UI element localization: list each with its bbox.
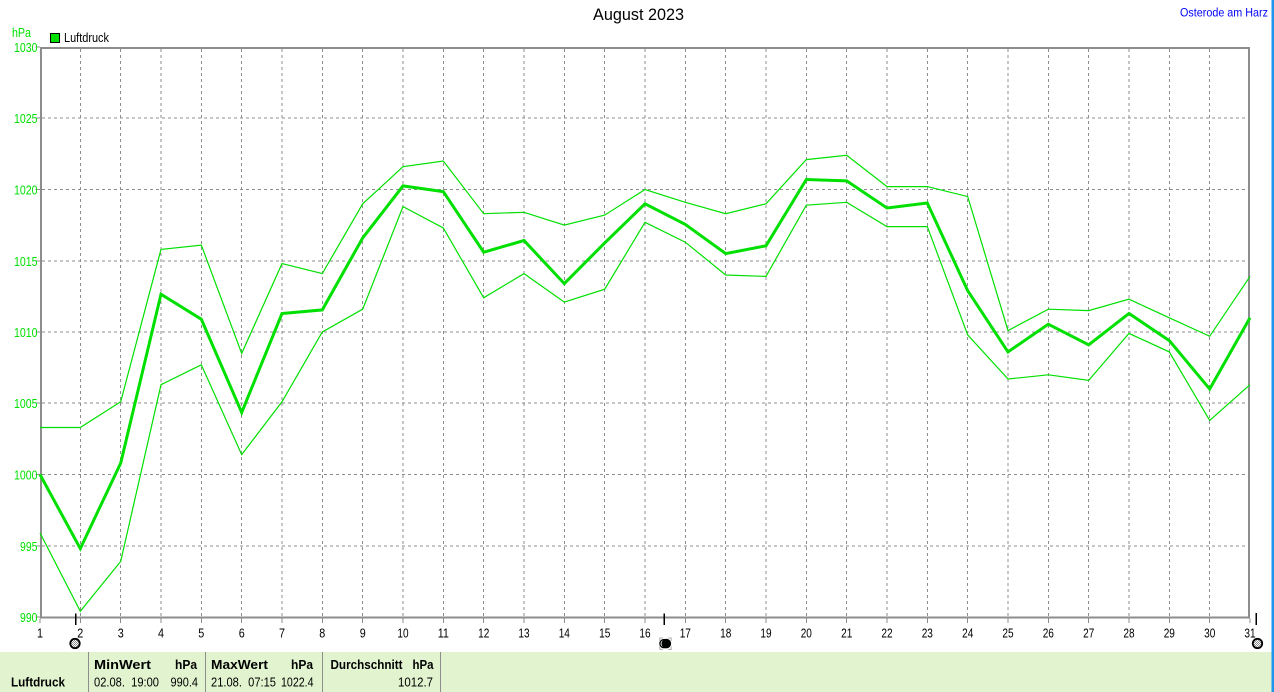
svg-text:24: 24	[962, 626, 973, 641]
svg-text:hPa: hPa	[413, 657, 435, 672]
svg-text:19: 19	[760, 626, 771, 641]
svg-text:5: 5	[198, 626, 204, 641]
svg-text:26: 26	[1043, 626, 1054, 641]
svg-text:MinWert: MinWert	[94, 657, 152, 672]
svg-text:11: 11	[438, 626, 449, 641]
svg-text:02.08. 19:00: 02.08. 19:00	[94, 675, 159, 690]
svg-text:18: 18	[720, 626, 731, 641]
svg-text:12: 12	[478, 626, 489, 641]
svg-text:28: 28	[1123, 626, 1134, 641]
svg-text:1030: 1030	[14, 40, 38, 55]
svg-text:1022.4: 1022.4	[281, 675, 314, 690]
svg-text:16: 16	[639, 626, 650, 641]
svg-text:Luftdruck: Luftdruck	[64, 30, 109, 45]
svg-text:995: 995	[20, 539, 38, 554]
svg-text:21: 21	[841, 626, 852, 641]
svg-text:August 2023: August 2023	[593, 6, 684, 24]
svg-text:1025: 1025	[14, 111, 38, 126]
svg-text:9: 9	[360, 626, 366, 641]
svg-text:7: 7	[279, 626, 285, 641]
svg-text:990: 990	[20, 610, 38, 625]
svg-text:14: 14	[559, 626, 570, 641]
svg-text:10: 10	[397, 626, 408, 641]
svg-text:hPa: hPa	[12, 25, 32, 40]
svg-text:1000: 1000	[14, 468, 38, 483]
svg-text:hPa: hPa	[291, 657, 314, 672]
svg-text:3: 3	[118, 626, 124, 641]
svg-text:29: 29	[1164, 626, 1175, 641]
svg-text:2: 2	[77, 626, 83, 641]
svg-text:21.08. 07:15: 21.08. 07:15	[211, 675, 276, 690]
svg-text:Luftdruck: Luftdruck	[11, 675, 66, 690]
svg-text:25: 25	[1002, 626, 1013, 641]
svg-text:990.4: 990.4	[171, 675, 199, 690]
svg-text:31: 31	[1244, 626, 1255, 641]
svg-text:22: 22	[881, 626, 892, 641]
svg-text:Durchschnitt: Durchschnitt	[331, 657, 404, 672]
svg-text:hPa: hPa	[175, 657, 198, 672]
svg-text:17: 17	[680, 626, 691, 641]
svg-text:27: 27	[1083, 626, 1094, 641]
svg-text:1020: 1020	[14, 183, 38, 198]
svg-text:1: 1	[37, 626, 43, 641]
svg-text:13: 13	[518, 626, 529, 641]
svg-text:15: 15	[599, 626, 610, 641]
svg-text:Osterode am Harz: Osterode am Harz	[1180, 6, 1268, 20]
svg-text:30: 30	[1204, 626, 1215, 641]
svg-text:20: 20	[801, 626, 812, 641]
svg-text:1005: 1005	[14, 396, 38, 411]
svg-text:1012.7: 1012.7	[398, 675, 433, 690]
svg-text:1015: 1015	[14, 254, 38, 269]
svg-text:1010: 1010	[14, 325, 38, 340]
svg-text:4: 4	[158, 626, 164, 641]
svg-text:6: 6	[239, 626, 245, 641]
svg-text:23: 23	[922, 626, 933, 641]
svg-text:8: 8	[319, 626, 325, 641]
svg-text:MaxWert: MaxWert	[211, 657, 269, 672]
